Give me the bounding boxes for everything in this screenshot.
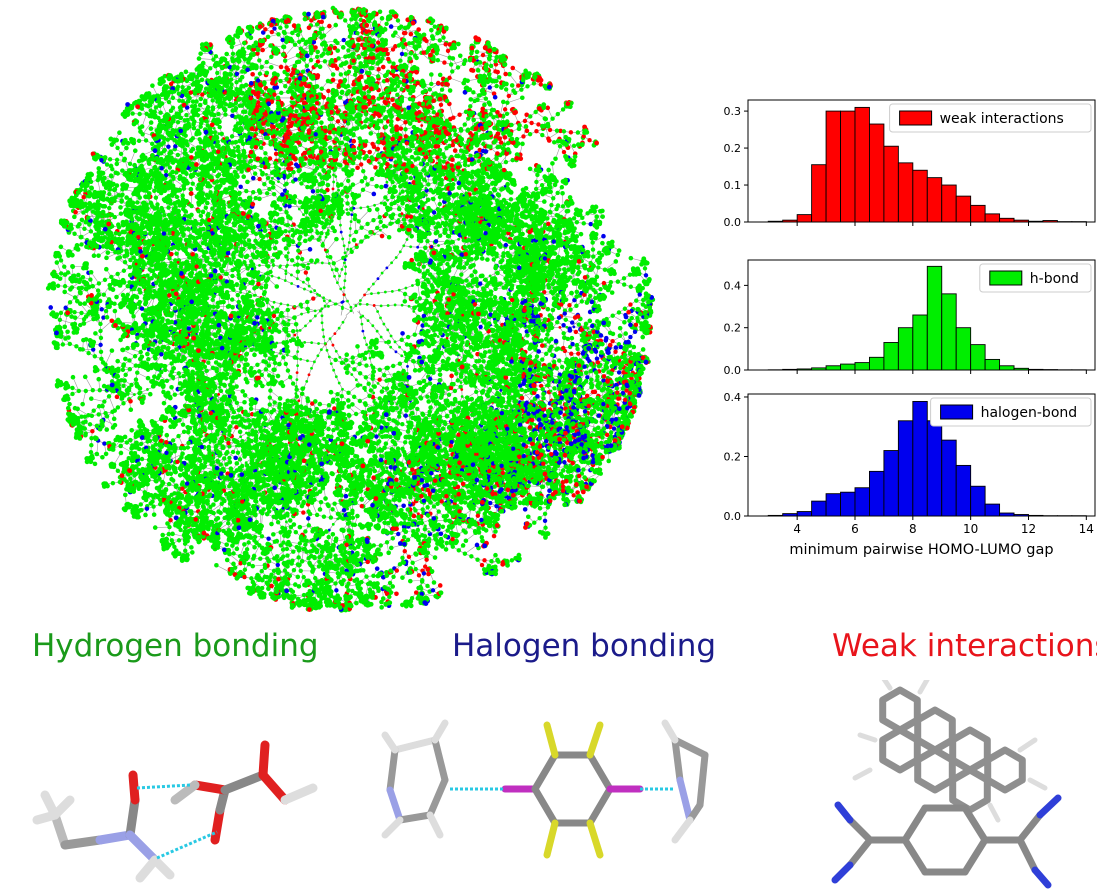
legend-swatch [940,404,974,420]
legend-label: halogen-bond [981,405,1078,421]
histogram-weak-interactions: 0.0 0.1 0.2 0.3 weak interactions [700,80,1097,234]
y-tick-label: 0.4 [724,391,742,404]
weak-interactions-molecule-render [831,680,1062,889]
histogram-bar [1028,368,1044,371]
histogram-bar [1028,514,1044,517]
histogram-bar [868,123,885,223]
histogram-bar [970,204,986,223]
histogram-bar [941,184,957,223]
histogram-bar [782,368,798,371]
chemical-space-tree-map [45,5,656,613]
histogram-bar [854,487,870,517]
histogram-bar [811,164,827,223]
histogram-bar [796,214,813,223]
histogram-bar [897,327,914,371]
histogram-bar [999,512,1015,517]
y-tick-label: 0.0 [724,364,742,377]
legend: h-bond [979,263,1092,293]
y-tick-label: 0.1 [724,179,742,192]
histogram-bar [941,439,957,517]
hydrogen-bonding-molecule-render [32,740,318,883]
y-tick-label: 0.3 [724,105,742,118]
x-tick-label: 14 [1079,522,1094,536]
y-tick-label: 0.0 [724,216,742,229]
halogen-bonding-molecule-render [381,719,709,859]
label-halogen-bonding: Halogen bonding [452,628,716,664]
histogram-bar [854,106,870,223]
histogram-bar [970,485,986,517]
legend-label: weak interactions [940,111,1064,127]
histogram-bar [825,365,841,371]
histogram-bar [825,110,841,223]
legend-swatch [899,110,933,126]
histogram-bar [999,365,1015,371]
histogram-bar [955,464,972,517]
label-hydrogen-bonding: Hydrogen bonding [32,628,319,664]
x-axis-label: minimum pairwise HOMO-LUMO gap [789,542,1053,558]
histogram-bar [767,514,784,517]
histogram-bar [840,110,856,223]
legend-frame [889,103,1092,133]
histogram-bar [854,362,870,371]
x-tick-label: 10 [963,522,978,536]
histogram-bar [825,493,841,517]
histogram-bar [984,213,1001,223]
histogram-bar [1028,220,1044,223]
y-tick-label: 0.0 [724,510,742,523]
legend: weak interactions [889,103,1092,133]
label-weak-interactions: Weak interactions [832,628,1097,664]
y-tick-label: 0.2 [724,450,742,463]
histogram-bar [897,162,914,223]
histogram-bar [840,491,856,517]
histogram-bar [955,195,972,223]
histogram-bar [796,368,813,371]
histogram-bar [868,356,885,371]
histogram-bar [868,470,885,517]
y-tick-label: 0.2 [724,142,742,155]
histogram-bar [796,511,813,517]
histogram-bar [984,503,1001,517]
histogram-bar [955,327,972,371]
x-tick-label: 8 [909,522,917,536]
x-tick-label: 12 [1021,522,1036,536]
histogram-bar [1013,514,1029,517]
x-tick-label: 4 [793,522,801,536]
histogram-bar [926,265,943,371]
legend-swatch [989,270,1023,286]
histogram-bar [912,400,928,517]
histogram-bar [840,363,856,371]
histogram-bar [1013,367,1029,371]
histogram-bar [984,358,1001,371]
histogram-bar [941,293,957,371]
histogram-bar [883,145,899,223]
histogram-bar [912,169,928,223]
histogram-bar [811,367,827,371]
histogram-bar [912,314,928,371]
x-tick-label: 6 [851,522,859,536]
histogram-bar [970,344,986,371]
legend: halogen-bond [930,397,1092,427]
histogram-bar [883,450,899,517]
histogram-bar [883,342,899,371]
histogram-bar [999,217,1015,223]
histogram-bar [926,177,943,223]
histogram-bar [1042,220,1058,223]
histogram-h-bond: 0.0 0.2 0.4 h-bond [700,250,1097,384]
histogram-bar [782,513,798,517]
tree-nodes [45,5,656,613]
histogram-bar [767,220,784,223]
legend-label: h-bond [1030,271,1079,287]
y-tick-label: 0.2 [724,322,742,335]
y-tick-label: 0.4 [724,279,742,292]
histogram-bar [897,420,914,517]
histogram-bar [782,219,798,223]
histogram-halogen-bond: 0.0 0.2 0.4 4 6 8 10 12 14 minimum pairwise HOMO-… [700,384,1097,588]
histogram-bar [811,500,827,517]
histogram-bar [1013,219,1029,223]
histogram-bar [926,420,943,517]
